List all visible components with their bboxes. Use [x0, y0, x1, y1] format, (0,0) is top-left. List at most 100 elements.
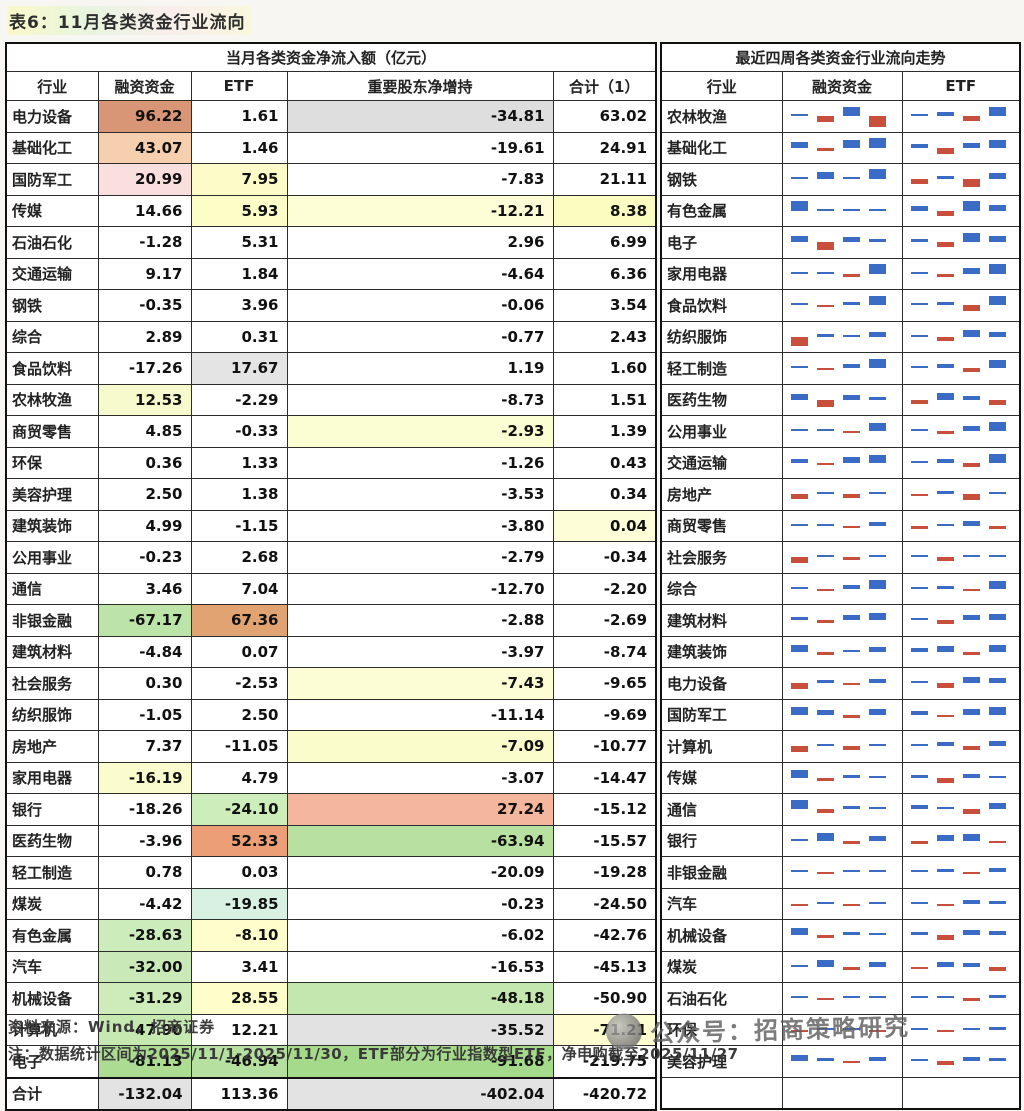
spark-bar [936, 175, 954, 180]
etf-trend-sparkline [905, 608, 1018, 632]
financing-trend [781, 100, 903, 133]
financing-value: -31.29 [97, 982, 192, 1015]
financing-value: 0.36 [97, 446, 192, 479]
industry-name: 银行 [660, 824, 783, 857]
etf-trend-sparkline [905, 1081, 1018, 1105]
holder-net-increase-value: -34.81 [286, 100, 554, 133]
spark-bar [868, 359, 886, 369]
spark-bar [790, 1054, 808, 1062]
financing-value: -1.28 [97, 226, 192, 259]
spark-bar [842, 456, 860, 463]
source-line: 资料来源：Wind，招商证券 [8, 1018, 216, 1036]
etf-trend-sparkline [905, 766, 1018, 790]
financing-value: 4.85 [97, 415, 192, 448]
spark-bar [842, 525, 860, 528]
table-row: 有色金属 [660, 194, 1021, 227]
total-value: -42.76 [552, 919, 657, 952]
spark-bar [910, 114, 928, 117]
holder-net-increase-value: -12.70 [286, 572, 554, 605]
spark-bar [910, 870, 928, 873]
etf-trend-sparkline [905, 703, 1018, 727]
spark-bar [910, 525, 928, 529]
holder-net-increase-value: -48.18 [286, 982, 554, 1015]
industry-name: 通信 [660, 793, 783, 826]
table-row: 传媒 14.66 5.93 -12.21 8.38 [5, 194, 657, 227]
etf-value: 28.55 [190, 982, 288, 1015]
etf-trend [901, 478, 1021, 511]
financing-trend [781, 1045, 903, 1078]
spark-bar [936, 586, 954, 589]
total-value: -219.75 [552, 1045, 657, 1078]
spark-bar [962, 116, 980, 121]
total-value: 24.91 [552, 131, 657, 164]
industry-name: 公用事业 [660, 415, 783, 448]
holder-net-increase-value: -402.04 [286, 1076, 554, 1111]
industry-name: 纺织服饰 [660, 320, 783, 353]
right-col-header-0: 行业 [660, 71, 783, 101]
spark-bar [962, 462, 980, 468]
spark-bar [868, 579, 886, 589]
spark-bar [868, 238, 886, 243]
etf-trend [901, 635, 1021, 668]
spark-bar [962, 614, 980, 621]
financing-trend [781, 824, 903, 857]
industry-name: 纺织服饰 [5, 698, 99, 731]
spark-bar [936, 683, 954, 688]
spark-bar [816, 242, 834, 250]
industry-name: 煤炭 [660, 950, 783, 983]
spark-bar [842, 431, 860, 434]
etf-trend-sparkline [905, 325, 1018, 349]
spark-bar [868, 709, 886, 715]
total-value: -2.69 [552, 604, 657, 637]
etf-trend-sparkline [905, 482, 1018, 506]
industry-name: 商贸零售 [5, 415, 99, 448]
etf-value: 4.79 [190, 761, 288, 794]
etf-trend-sparkline [905, 451, 1018, 475]
spark-bar [842, 931, 860, 936]
financing-value: 4.99 [97, 509, 192, 542]
etf-trend [901, 131, 1021, 164]
spark-bar [988, 205, 1006, 211]
spark-bar [790, 683, 808, 690]
table-row: 食品饮料 -17.26 17.67 1.19 1.60 [5, 352, 657, 385]
holder-net-increase-value: -12.21 [286, 194, 554, 227]
table-row: 钢铁 [660, 163, 1021, 196]
financing-value: 96.22 [97, 100, 192, 133]
spark-bar [936, 242, 954, 247]
spark-bar [790, 870, 808, 873]
financing-trend [781, 1076, 903, 1110]
total-value: 8.38 [552, 194, 657, 227]
table-row: 食品饮料 [660, 289, 1021, 322]
total-value: -15.57 [552, 824, 657, 857]
financing-trend [781, 352, 903, 385]
financing-value: 0.78 [97, 856, 192, 889]
etf-value: 0.03 [190, 856, 288, 889]
spark-bar [868, 1029, 886, 1032]
etf-value: 17.67 [190, 352, 288, 385]
table-row: 通信 3.46 7.04 -12.70 -2.20 [5, 572, 657, 605]
spark-bar [910, 144, 928, 148]
industry-name: 医药生物 [660, 383, 783, 416]
etf-trend [901, 352, 1021, 385]
industry-name: 钢铁 [660, 163, 783, 196]
etf-value: 7.04 [190, 572, 288, 605]
financing-trend-sparkline [785, 199, 900, 223]
etf-value: 1.61 [190, 100, 288, 133]
etf-trend-sparkline [905, 356, 1018, 380]
spark-bar [816, 555, 834, 558]
financing-trend [781, 478, 903, 511]
financing-value: -32.00 [97, 950, 192, 983]
spark-bar [842, 840, 860, 845]
spark-bar [988, 453, 1006, 463]
financing-value: -132.04 [97, 1076, 192, 1111]
industry-name: 农林牧渔 [660, 100, 783, 133]
spark-bar [842, 714, 860, 718]
spark-bar [868, 835, 886, 841]
spark-bar [790, 142, 808, 148]
etf-trend [901, 856, 1021, 889]
left-col-header-0: 行业 [5, 71, 99, 101]
financing-value: -0.35 [97, 289, 192, 322]
spark-bar [868, 169, 886, 180]
spark-bar [842, 1061, 860, 1064]
table-row: 国防军工 [660, 698, 1021, 731]
